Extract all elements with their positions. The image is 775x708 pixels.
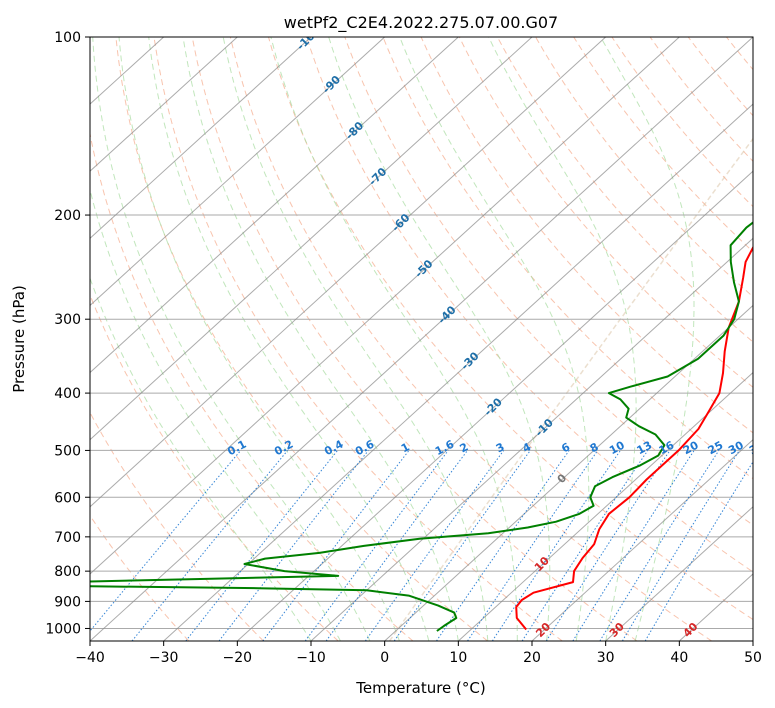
moist-adiabat-line — [148, 37, 430, 641]
isotherm-gridline — [90, 37, 607, 508]
moist-adiabat-line — [182, 37, 459, 641]
mixing-ratio-label: 30 — [726, 438, 746, 457]
mixing-ratio-line — [521, 450, 649, 641]
y-tick-label: 600 — [54, 490, 81, 506]
isotherm-gridline — [531, 438, 753, 641]
mixing-ratio-line — [644, 460, 753, 641]
isotherm-gridline — [90, 37, 680, 575]
isotherm-gridline — [310, 237, 753, 641]
plot-frame — [89, 36, 754, 642]
mixing-ratio-line — [218, 450, 369, 641]
isotherm-gridline — [384, 304, 753, 641]
dry-adiabat-line — [535, 37, 753, 298]
x-tick-label: −20 — [223, 650, 253, 666]
dewpoint-line — [90, 221, 753, 632]
y-tick-label: 500 — [54, 443, 81, 459]
isotherm-gridline — [90, 37, 312, 240]
moist-adiabat-line — [118, 37, 400, 641]
isotherm-gridline — [457, 371, 753, 641]
y-axis-title: Pressure (hPa) — [10, 285, 28, 393]
axis-ticks: −40 −30 −20 −10 0 10 20 30 40 50 100 200 300 400 500 60… — [45, 30, 762, 666]
dry-adiabat-line — [268, 37, 753, 621]
mixing-ratio-line — [304, 450, 449, 641]
chart-title: wetPf2_C2E4.2022.275.07.00.G07 — [284, 13, 558, 33]
moist-adiabat-line — [399, 37, 590, 641]
mixing-ratio-line — [436, 450, 570, 641]
sounding-series — [90, 221, 753, 632]
moist-adiabat-line — [270, 37, 518, 641]
isotherm-gridline — [605, 506, 753, 641]
isotherm-gridline — [90, 37, 753, 641]
y-tick-label: 200 — [54, 208, 81, 224]
mixing-ratio-line — [491, 450, 621, 641]
dry-adiabat-line — [90, 131, 414, 641]
x-tick-label: −30 — [149, 650, 179, 666]
mixing-ratio-line — [131, 450, 288, 641]
dry-adiabat-line — [115, 37, 488, 641]
x-tick-label: 40 — [670, 650, 688, 666]
y-tick-label: 700 — [54, 530, 81, 546]
line-annotations: 0.10.20.40.611.62346810131620253036-100-… — [225, 37, 767, 640]
mixing-ratio-line — [599, 450, 720, 641]
isotherm-gridline — [90, 37, 533, 441]
dry-adiabat-line — [90, 411, 264, 641]
isotherm-gridline — [236, 170, 753, 641]
y-tick-label: 100 — [54, 30, 81, 46]
x-tick-label: 0 — [380, 650, 389, 666]
isotherm-gridline — [90, 37, 238, 172]
y-tick-label: 400 — [54, 386, 81, 402]
x-tick-label: 30 — [597, 650, 615, 666]
mixing-ratio-line — [364, 450, 505, 641]
mixing-ratio-line — [262, 450, 410, 641]
mixing-ratio-line — [572, 450, 695, 641]
isotherm-gridline — [163, 103, 753, 641]
isotherm-gridline — [90, 37, 386, 307]
mixing-ratio-label: 36 — [747, 438, 767, 457]
background-lines — [90, 37, 753, 641]
dry-adiabat-line — [90, 514, 190, 641]
dry-adiabat-line — [306, 37, 753, 573]
mixing-ratio-line — [621, 450, 740, 641]
mixing-ratio-line — [325, 450, 468, 641]
y-tick-label: 800 — [54, 564, 81, 580]
moist-adiabat-line — [92, 37, 371, 641]
x-tick-label: 50 — [744, 650, 762, 666]
x-tick-label: −40 — [75, 650, 105, 666]
moist-adiabat-line — [600, 37, 695, 641]
y-tick-label: 900 — [54, 594, 81, 610]
mixing-ratio-label: 25 — [706, 439, 726, 458]
mixing-ratio-line — [545, 450, 671, 641]
x-tick-label: −10 — [296, 650, 326, 666]
y-tick-label: 1000 — [45, 621, 81, 637]
moist-adiabat-line — [222, 37, 489, 641]
moist-adiabat-line — [488, 37, 637, 641]
x-axis-title: Temperature (°C) — [355, 679, 485, 697]
isotherm-gridline — [90, 37, 459, 374]
mixing-ratio-label: 10 — [607, 438, 627, 457]
dry-adiabat-line — [153, 37, 563, 641]
y-tick-label: 300 — [54, 312, 81, 328]
x-tick-label: 20 — [523, 650, 541, 666]
mixing-ratio-line — [467, 450, 599, 641]
temperature-line — [515, 245, 753, 631]
x-tick-label: 10 — [449, 650, 467, 666]
mixing-ratio-label: 13 — [635, 439, 655, 458]
moist-adiabat-line — [90, 187, 341, 641]
mixing-ratio-label: 16 — [657, 438, 677, 457]
mixing-ratio-line — [393, 450, 531, 641]
mixing-ratio-label: 20 — [681, 438, 701, 457]
